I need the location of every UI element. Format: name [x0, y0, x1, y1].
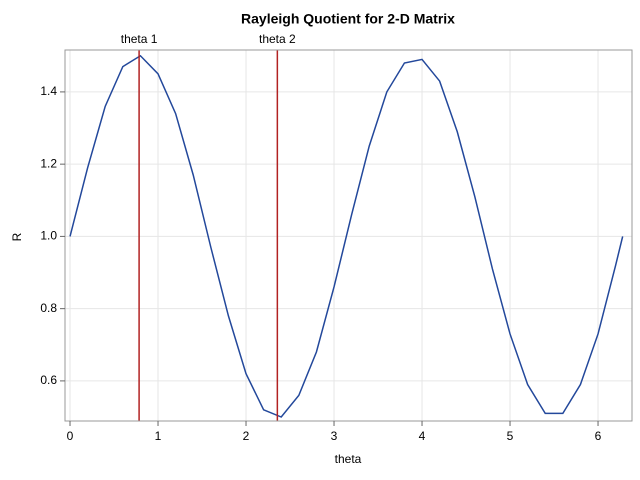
x-tick-label: 2 — [243, 429, 250, 443]
y-tick-label: 1.0 — [40, 229, 57, 243]
reference-label: theta 1 — [121, 32, 158, 46]
data-line — [69, 54, 624, 418]
y-tick-label: 1.2 — [40, 156, 57, 170]
x-tick-label: 0 — [67, 429, 74, 443]
reference-label: theta 2 — [259, 32, 296, 46]
y-tick-label: 0.6 — [40, 373, 57, 387]
x-tick-label: 5 — [507, 429, 514, 443]
x-tick-label: 6 — [595, 429, 602, 443]
plot-frame — [64, 49, 633, 422]
plot-area — [69, 50, 624, 421]
grid — [65, 50, 632, 421]
x-axis-label: theta — [335, 452, 362, 466]
y-tick-label: 0.8 — [40, 301, 57, 315]
y-tick-label: 1.4 — [40, 84, 57, 98]
chart-title: Rayleigh Quotient for 2-D Matrix — [241, 11, 455, 27]
x-tick-label: 4 — [419, 429, 426, 443]
x-tick-label: 1 — [155, 429, 162, 443]
y-axis-label: R — [10, 232, 24, 241]
x-tick-label: 3 — [331, 429, 338, 443]
